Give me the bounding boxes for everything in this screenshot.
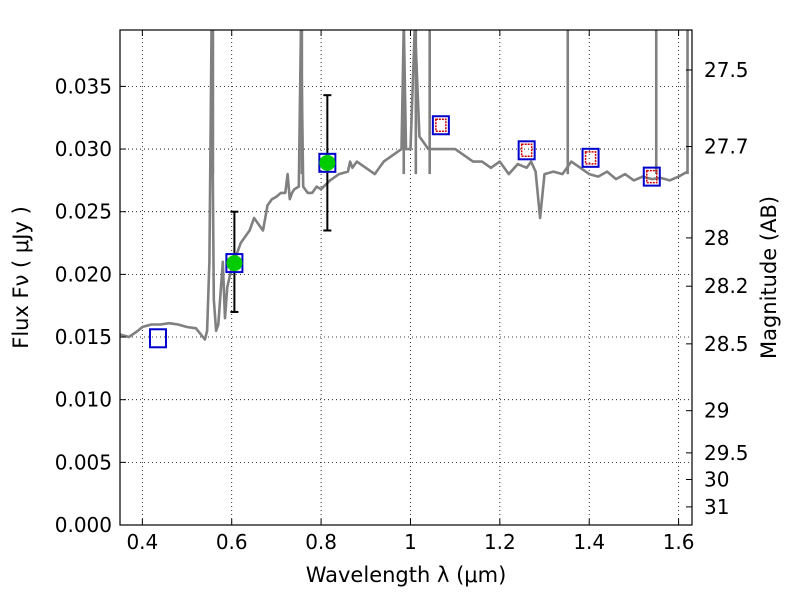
- y2-tick-label: 27.5: [704, 58, 749, 82]
- model-point-square: [517, 140, 536, 161]
- detection-point: [319, 154, 336, 171]
- y-tick-label: 0.035: [55, 74, 112, 98]
- x-ticks: 0.4 0.6 0.8 1 1.2 1.4 1.6: [126, 30, 695, 554]
- y-tick-label: 0.005: [55, 450, 112, 474]
- y2-tick-label: 29.5: [704, 441, 749, 465]
- detection-point: [226, 255, 243, 272]
- y2-tick-label: 27.7: [704, 135, 749, 159]
- upper-limit-square: [520, 143, 533, 158]
- y-tick-label: 0.015: [55, 325, 112, 349]
- x-tick-label: 0.8: [305, 530, 337, 554]
- x-tick-label: 1.2: [484, 530, 516, 554]
- upper-limit-square: [646, 169, 658, 184]
- model-point-square: [642, 166, 661, 187]
- y-axis-label: Flux Fν ( μJy ): [9, 206, 33, 349]
- markers: [148, 94, 661, 349]
- upper-limit-square: [584, 151, 597, 165]
- x-tick-label: 1: [404, 530, 417, 554]
- y2-tick-label: 30: [704, 467, 729, 491]
- x-tick-label: 0.6: [216, 530, 248, 554]
- y2-tick-label: 28.2: [704, 274, 749, 298]
- spectrum-layer: [120, 30, 689, 341]
- x-tick-label: 0.4: [126, 530, 158, 554]
- model-point-square: [581, 147, 600, 168]
- y2-tick-label: 29: [704, 399, 729, 423]
- model-point-square: [148, 328, 167, 349]
- x-tick-label: 1.6: [663, 530, 695, 554]
- upper-limit-square: [435, 118, 447, 132]
- y-tick-label: 0.000: [55, 513, 112, 537]
- x-tick-label: 1.4: [573, 530, 605, 554]
- y2-ticks: 27.5 27.7 28 28.2 28.5 29 29.530 31: [686, 58, 749, 519]
- y-tick-label: 0.020: [55, 262, 112, 286]
- y2-tick-label: 31: [704, 495, 729, 519]
- model-point-square: [431, 115, 450, 136]
- y2-axis-label: Magnitude (AB): [757, 196, 781, 359]
- y-ticks: 0.000 0.005 0.010 0.015 0.020 0.025 0.030 0.035: [55, 74, 126, 537]
- y2-tick-label: 28: [704, 226, 729, 250]
- y-tick-label: 0.010: [55, 388, 112, 412]
- y-tick-label: 0.025: [55, 200, 112, 224]
- plot-frame: [119, 29, 693, 526]
- y2-tick-label: 28.5: [704, 332, 749, 356]
- spectrum-line: [120, 30, 689, 341]
- y-tick-label: 0.030: [55, 137, 112, 161]
- x-axis-label: Wavelength λ (μm): [306, 563, 507, 587]
